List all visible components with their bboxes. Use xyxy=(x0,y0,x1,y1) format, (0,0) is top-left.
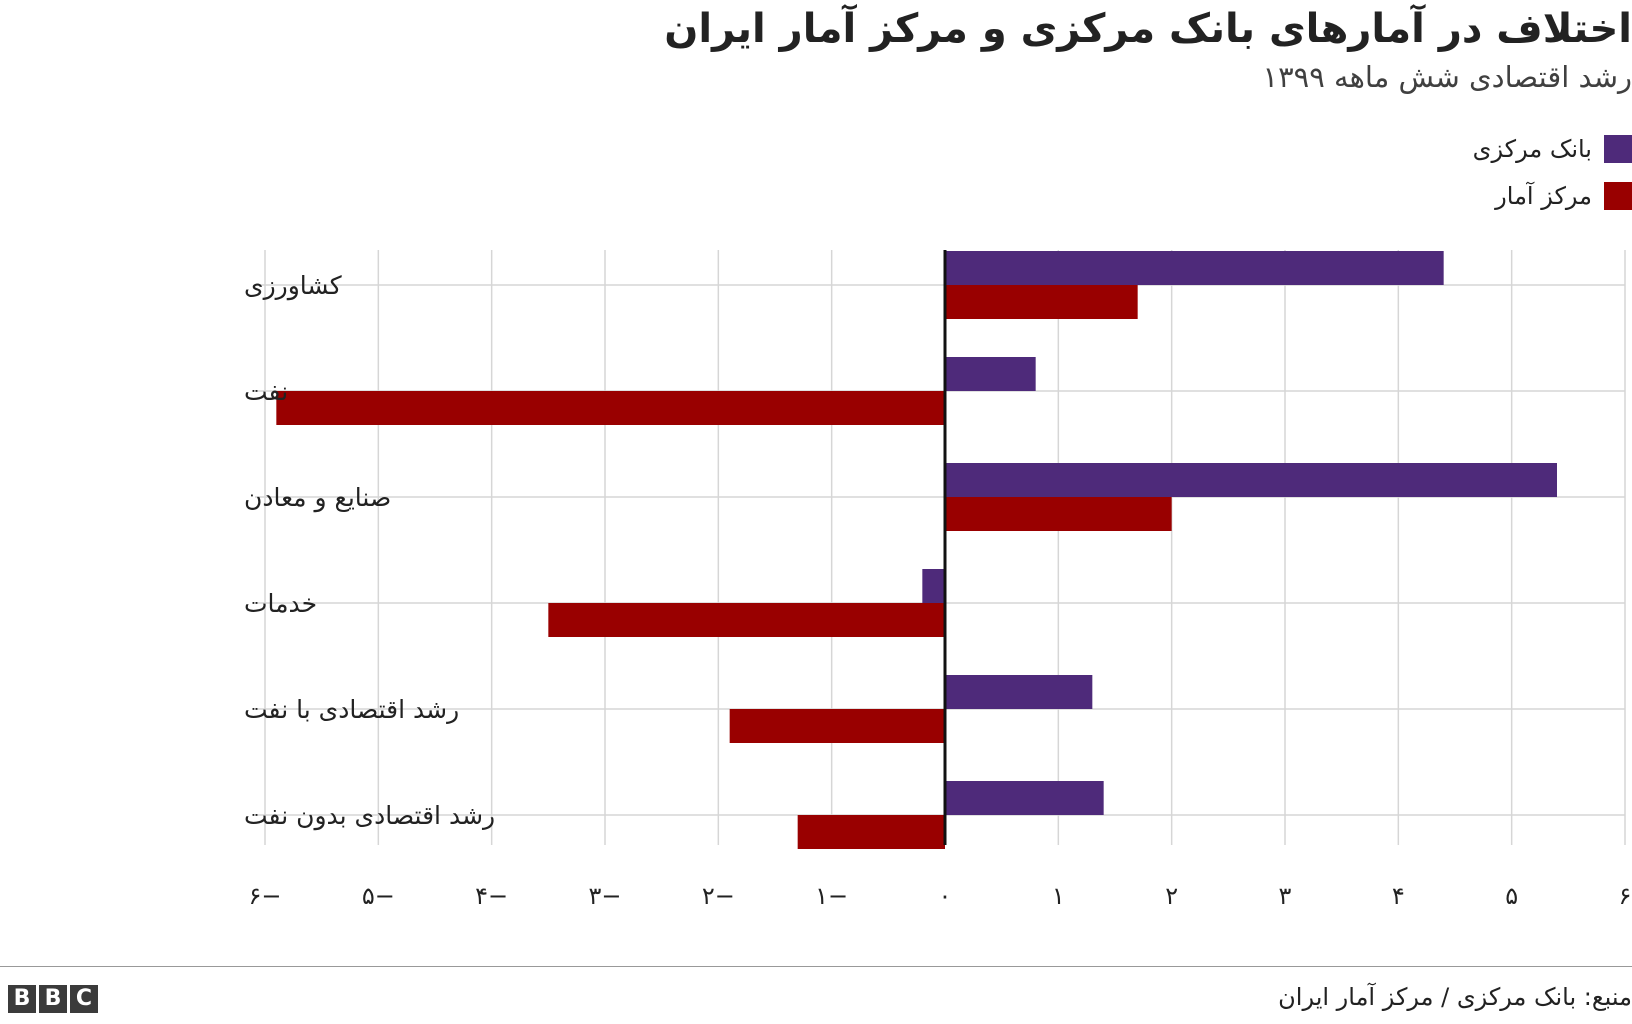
category-label: رشد اقتصادی بدون نفت xyxy=(244,801,495,831)
x-tick-label: ۶− xyxy=(249,882,282,910)
bar-statistics-center xyxy=(945,497,1172,531)
legend-item-statistics-center: مرکز آمار xyxy=(1495,182,1632,212)
x-tick-label: ۶ xyxy=(1619,882,1632,910)
legend-label-statistics-center: مرکز آمار xyxy=(1495,182,1592,210)
bar-statistics-center xyxy=(276,391,945,425)
bar-central-bank xyxy=(922,569,945,603)
bar-statistics-center xyxy=(729,709,945,743)
category-label: خدمات xyxy=(244,589,317,618)
bars-layer xyxy=(276,251,1557,849)
category-label: نفت xyxy=(244,377,288,406)
x-tick-label: ۵− xyxy=(362,882,395,910)
x-tick-label: ۰ xyxy=(939,882,952,910)
legend-swatch-central-bank xyxy=(1604,135,1632,163)
legend-swatch-statistics-center xyxy=(1604,182,1632,210)
x-tick-label: ۴− xyxy=(475,882,508,910)
bar-statistics-center xyxy=(548,603,945,637)
chart-title: اختلاف در آمارهای بانک مرکزی و مرکز آمار… xyxy=(664,6,1632,52)
x-tick-label: ۲− xyxy=(702,882,735,910)
category-label: رشد اقتصادی با نفت xyxy=(244,695,459,724)
x-tick-label: ۵ xyxy=(1505,882,1518,910)
category-label: صنایع و معادن xyxy=(244,483,391,513)
source-note: منبع: بانک مرکزی / مرکز آمار ایران xyxy=(1278,983,1632,1011)
bar-statistics-center xyxy=(945,285,1138,319)
legend-item-central-bank: بانک مرکزی xyxy=(1473,135,1632,165)
x-tick-label: ۴ xyxy=(1392,882,1405,910)
footer-divider xyxy=(0,966,1632,967)
bar-central-bank xyxy=(945,251,1444,285)
x-tick-label: ۳ xyxy=(1279,882,1292,910)
bar-central-bank xyxy=(945,357,1036,391)
legend-label-central-bank: بانک مرکزی xyxy=(1472,135,1592,163)
x-tick-label: ۳− xyxy=(589,882,622,910)
bar-central-bank xyxy=(945,463,1557,497)
x-tick-label: ۱− xyxy=(815,882,848,910)
x-tick-label: ۲ xyxy=(1165,882,1178,910)
bbc-logo-letter: B xyxy=(39,985,67,1013)
chart-subtitle: رشد اقتصادی شش ماهه ۱۳۹۹ xyxy=(1262,60,1632,94)
bar-statistics-center xyxy=(797,815,945,849)
x-tick-label: ۱ xyxy=(1052,882,1065,910)
grid-layer xyxy=(255,250,1626,845)
bar-chart: ۶− ۵− ۴− ۳− ۲− ۱− ۰ ۱ ۲ ۳ ۴ ۵ ۶ کشاورزی نفت صنایع و معا… xyxy=(244,250,1631,910)
bar-central-bank xyxy=(945,675,1093,709)
labels-layer: ۶− ۵− ۴− ۳− ۲− ۱− ۰ ۱ ۲ ۳ ۴ ۵ ۶ کشاورزی نفت صنایع و معا… xyxy=(244,271,1631,910)
bar-central-bank xyxy=(945,781,1104,815)
bbc-logo-letter: B xyxy=(8,985,36,1013)
category-label: کشاورزی xyxy=(244,271,342,301)
bbc-logo-letter: C xyxy=(70,985,98,1013)
